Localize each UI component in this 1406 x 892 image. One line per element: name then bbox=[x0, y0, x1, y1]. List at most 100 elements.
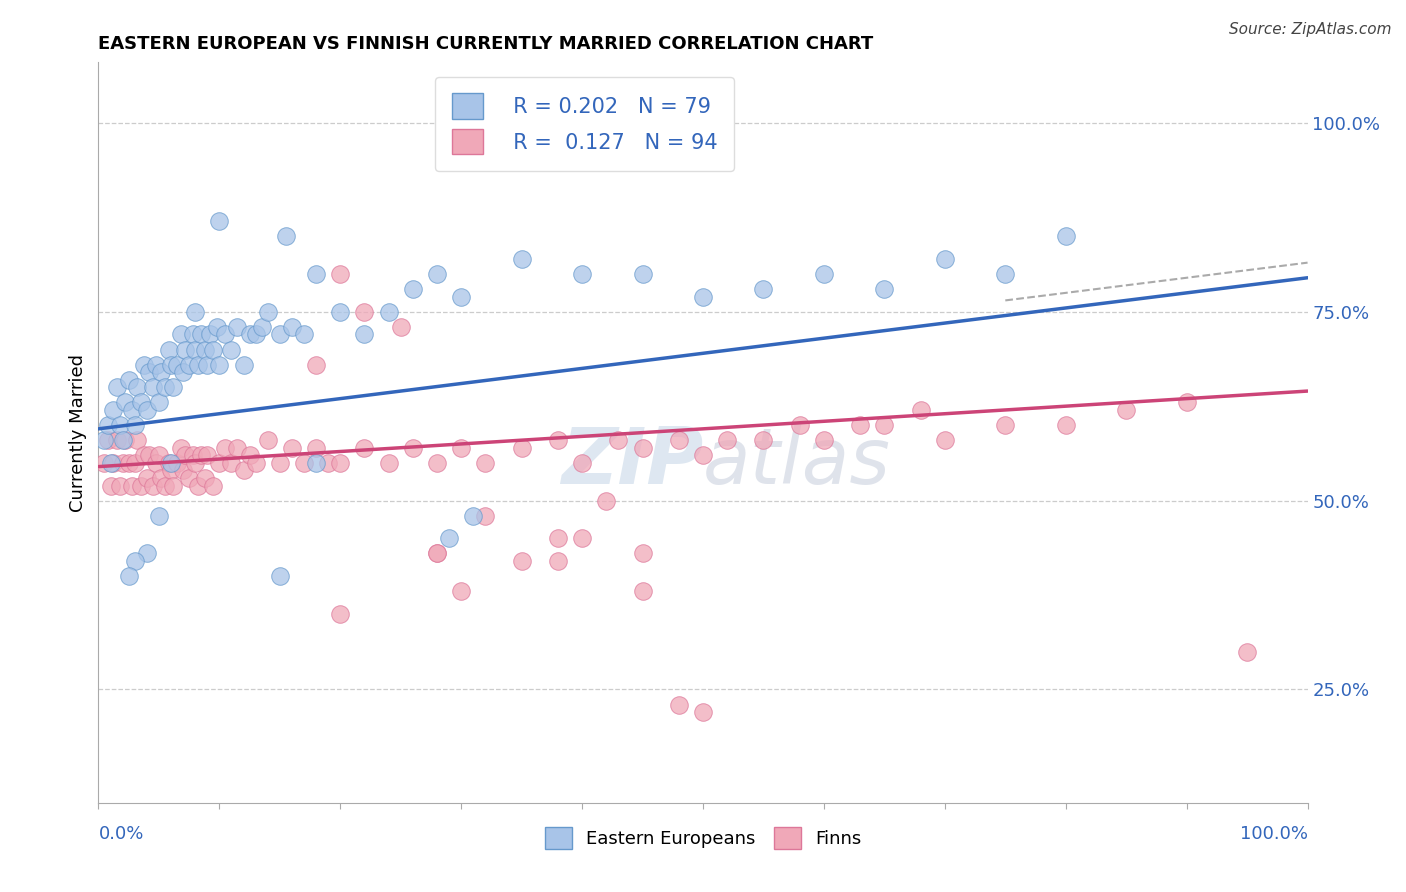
Point bbox=[172, 463, 194, 477]
Point bbox=[426, 267, 449, 281]
Point bbox=[181, 327, 204, 342]
Point bbox=[1054, 418, 1077, 433]
Point bbox=[93, 433, 115, 447]
Point bbox=[114, 395, 136, 409]
Point bbox=[402, 282, 425, 296]
Point bbox=[169, 327, 191, 342]
Point bbox=[571, 267, 593, 281]
Point bbox=[157, 456, 180, 470]
Point bbox=[752, 282, 775, 296]
Point bbox=[121, 403, 143, 417]
Point bbox=[184, 456, 207, 470]
Point bbox=[426, 547, 449, 561]
Point bbox=[547, 554, 569, 568]
Point bbox=[269, 569, 291, 583]
Point bbox=[118, 373, 141, 387]
Point bbox=[160, 358, 183, 372]
Point bbox=[510, 441, 533, 455]
Point bbox=[194, 343, 217, 357]
Point bbox=[142, 380, 165, 394]
Point bbox=[377, 304, 399, 318]
Point bbox=[111, 456, 134, 470]
Point bbox=[668, 433, 690, 447]
Text: 100.0%: 100.0% bbox=[1240, 825, 1308, 843]
Point bbox=[129, 395, 152, 409]
Point bbox=[1236, 645, 1258, 659]
Point bbox=[129, 478, 152, 492]
Point bbox=[232, 463, 254, 477]
Point bbox=[1054, 229, 1077, 244]
Point bbox=[187, 358, 209, 372]
Point bbox=[194, 471, 217, 485]
Point bbox=[138, 365, 160, 379]
Point bbox=[174, 343, 197, 357]
Point bbox=[105, 433, 128, 447]
Point bbox=[910, 403, 932, 417]
Point bbox=[692, 705, 714, 719]
Point bbox=[305, 441, 328, 455]
Point bbox=[752, 433, 775, 447]
Point bbox=[179, 471, 201, 485]
Point bbox=[994, 267, 1017, 281]
Point bbox=[160, 456, 183, 470]
Point bbox=[329, 267, 352, 281]
Text: EASTERN EUROPEAN VS FINNISH CURRENTLY MARRIED CORRELATION CHART: EASTERN EUROPEAN VS FINNISH CURRENTLY MA… bbox=[98, 35, 873, 53]
Point bbox=[607, 433, 630, 447]
Point bbox=[450, 290, 472, 304]
Point bbox=[510, 554, 533, 568]
Point bbox=[148, 448, 170, 462]
Point bbox=[226, 441, 249, 455]
Point bbox=[208, 456, 231, 470]
Point bbox=[239, 327, 262, 342]
Point bbox=[97, 433, 120, 447]
Point bbox=[813, 433, 835, 447]
Point bbox=[208, 358, 231, 372]
Point bbox=[190, 327, 212, 342]
Point bbox=[437, 532, 460, 546]
Point bbox=[849, 418, 872, 433]
Point bbox=[108, 418, 131, 433]
Text: atlas: atlas bbox=[703, 425, 891, 500]
Point bbox=[256, 433, 278, 447]
Point bbox=[174, 448, 197, 462]
Point bbox=[595, 493, 617, 508]
Point bbox=[329, 304, 352, 318]
Point bbox=[450, 441, 472, 455]
Point bbox=[873, 282, 896, 296]
Point bbox=[118, 456, 141, 470]
Point bbox=[142, 478, 165, 492]
Point bbox=[208, 214, 231, 228]
Point bbox=[190, 448, 212, 462]
Point bbox=[281, 319, 304, 334]
Legend: Eastern Europeans, Finns: Eastern Europeans, Finns bbox=[537, 821, 869, 856]
Point bbox=[100, 456, 122, 470]
Text: ZIP: ZIP bbox=[561, 425, 703, 500]
Point bbox=[281, 441, 304, 455]
Point bbox=[510, 252, 533, 266]
Point bbox=[316, 456, 339, 470]
Text: Source: ZipAtlas.com: Source: ZipAtlas.com bbox=[1229, 22, 1392, 37]
Point bbox=[135, 547, 157, 561]
Point bbox=[127, 433, 149, 447]
Point bbox=[184, 304, 207, 318]
Point bbox=[101, 403, 124, 417]
Point bbox=[547, 532, 569, 546]
Point bbox=[214, 327, 236, 342]
Point bbox=[124, 554, 146, 568]
Point bbox=[166, 358, 188, 372]
Point bbox=[226, 319, 249, 334]
Point bbox=[631, 441, 654, 455]
Point bbox=[239, 448, 262, 462]
Point bbox=[100, 478, 122, 492]
Point bbox=[124, 418, 146, 433]
Point bbox=[114, 433, 136, 447]
Point bbox=[127, 380, 149, 394]
Point bbox=[789, 418, 811, 433]
Point bbox=[305, 456, 328, 470]
Point bbox=[547, 433, 569, 447]
Point bbox=[135, 471, 157, 485]
Text: 0.0%: 0.0% bbox=[98, 825, 143, 843]
Point bbox=[198, 327, 221, 342]
Point bbox=[162, 380, 184, 394]
Point bbox=[402, 441, 425, 455]
